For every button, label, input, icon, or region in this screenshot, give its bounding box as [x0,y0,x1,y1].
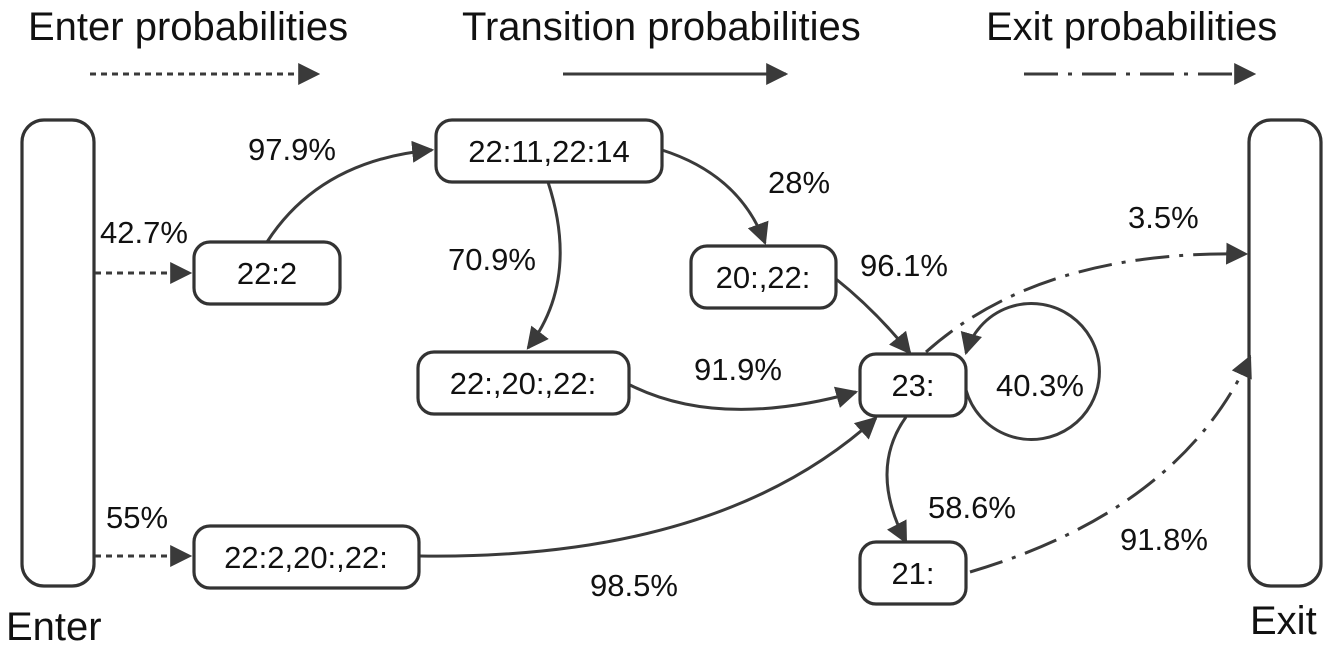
edge-23-self-loop [960,302,1101,441]
edge-21-to-exit [969,354,1252,574]
legend-enter-text: Enter probabilities [28,5,348,49]
edge-22-20-22-to-23 [629,383,859,411]
label-exit-21: 91.8% [1120,522,1208,557]
label-22-11-to-22-20-22: 70.9% [448,242,536,277]
node-20-22-label: 20:,22: [716,260,811,295]
label-22-20-22-to-23: 91.9% [694,352,782,387]
node-23: 23: [858,352,968,418]
edge-22-11-to-20-22 [661,148,769,246]
edge-23-to-21 [885,416,908,544]
legend-transition-text: Transition probabilities [462,5,861,49]
edge-23-to-exit [925,242,1249,354]
label-enter-22-2-20-22: 55% [106,500,168,535]
label-23-to-21: 58.6% [928,490,1016,525]
label-22-2-to-22-11: 97.9% [248,132,336,167]
node-21-label: 21: [891,556,934,591]
node-22-2: 22:2 [192,240,342,306]
node-22-20-22-label: 22:,20:,22: [450,366,597,401]
legend-exit-text: Exit probabilities [986,5,1277,49]
label-enter-22-2: 42.7% [100,215,188,250]
node-20-22: 20:,22: [689,244,838,310]
edge-22-11-to-22-20-22 [526,181,562,350]
label-exit-23: 3.5% [1128,200,1199,235]
edge-22-2-to-22-11-22-14 [265,140,435,243]
exit-bar [1247,118,1323,588]
edge-20-22-to-23 [835,277,912,355]
node-22-11-22-14: 22:11,22:14 [434,118,664,184]
enter-label: Enter [6,605,102,649]
label-23-self: 40.3% [996,368,1084,403]
node-22-11-22-14-label: 22:11,22:14 [468,134,629,169]
label-22-2-20-22-to-23: 98.5% [590,568,678,603]
enter-bar [20,118,96,588]
edge-22-2-20-22-to-23 [419,416,878,558]
label-20-22-to-23: 96.1% [860,248,948,283]
node-23-label: 23: [891,368,934,403]
node-22-20-22: 22:,20:,22: [416,350,631,416]
label-22-11-to-20-22: 28% [768,165,830,200]
node-21: 21: [858,540,968,606]
node-22-2-20-22: 22:2,20:,22: [192,524,421,590]
node-22-2-label: 22:2 [237,256,297,291]
node-22-2-20-22-label: 22:2,20:,22: [224,540,388,575]
exit-label: Exit [1250,599,1317,643]
